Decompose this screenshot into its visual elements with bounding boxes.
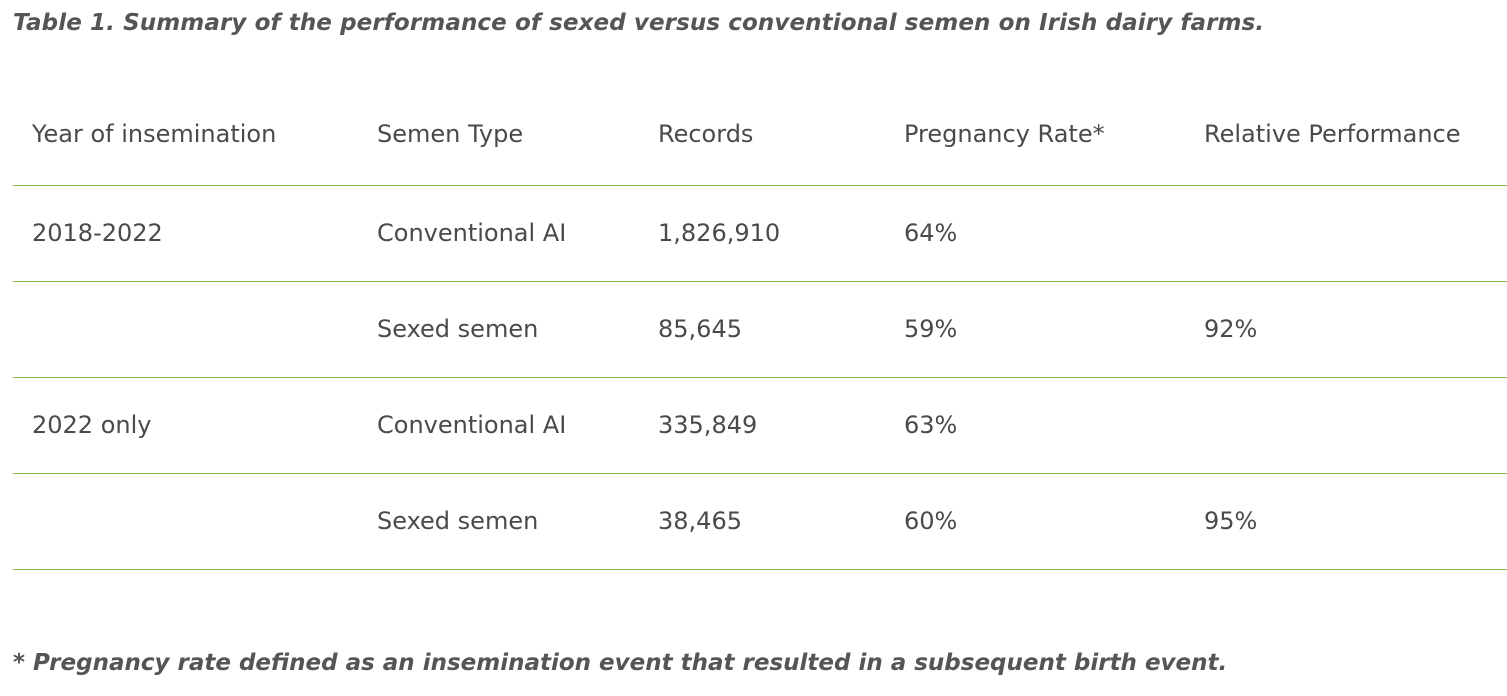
cell-records: 38,465 — [639, 473, 885, 570]
header-relative-performance: Relative Performance — [1185, 84, 1507, 186]
cell-year — [13, 473, 358, 570]
cell-records: 1,826,910 — [639, 185, 885, 282]
cell-pregnancy-rate: 59% — [885, 281, 1185, 378]
table-caption: Table 1. Summary of the performance of s… — [13, 10, 1265, 36]
table-row: Sexed semen 85,645 59% 92% — [13, 281, 1507, 378]
header-pregnancy-rate: Pregnancy Rate* — [885, 84, 1185, 186]
table-row: Sexed semen 38,465 60% 95% — [13, 473, 1507, 570]
cell-year: 2018-2022 — [13, 185, 358, 282]
cell-year — [13, 281, 358, 378]
cell-pregnancy-rate: 64% — [885, 185, 1185, 282]
cell-year: 2022 only — [13, 377, 358, 474]
cell-records: 85,645 — [639, 281, 885, 378]
header-year-of-insemination: Year of insemination — [13, 84, 358, 186]
table-footnote: * Pregnancy rate defined as an inseminat… — [13, 650, 1228, 676]
cell-relative-performance: 95% — [1185, 473, 1507, 570]
cell-semen-type: Conventional AI — [358, 377, 639, 474]
cell-records: 335,849 — [639, 377, 885, 474]
cell-relative-performance — [1185, 377, 1507, 474]
cell-relative-performance: 92% — [1185, 281, 1507, 378]
cell-pregnancy-rate: 63% — [885, 377, 1185, 474]
cell-pregnancy-rate: 60% — [885, 473, 1185, 570]
header-records: Records — [639, 84, 885, 186]
performance-table: Year of insemination Semen Type Records … — [13, 84, 1507, 570]
cell-semen-type: Sexed semen — [358, 473, 639, 570]
cell-relative-performance — [1185, 185, 1507, 282]
table-row: 2022 only Conventional AI 335,849 63% — [13, 377, 1507, 474]
cell-semen-type: Sexed semen — [358, 281, 639, 378]
cell-semen-type: Conventional AI — [358, 185, 639, 282]
table-row: 2018-2022 Conventional AI 1,826,910 64% — [13, 185, 1507, 282]
header-semen-type: Semen Type — [358, 84, 639, 186]
table-header-row: Year of insemination Semen Type Records … — [13, 84, 1507, 186]
